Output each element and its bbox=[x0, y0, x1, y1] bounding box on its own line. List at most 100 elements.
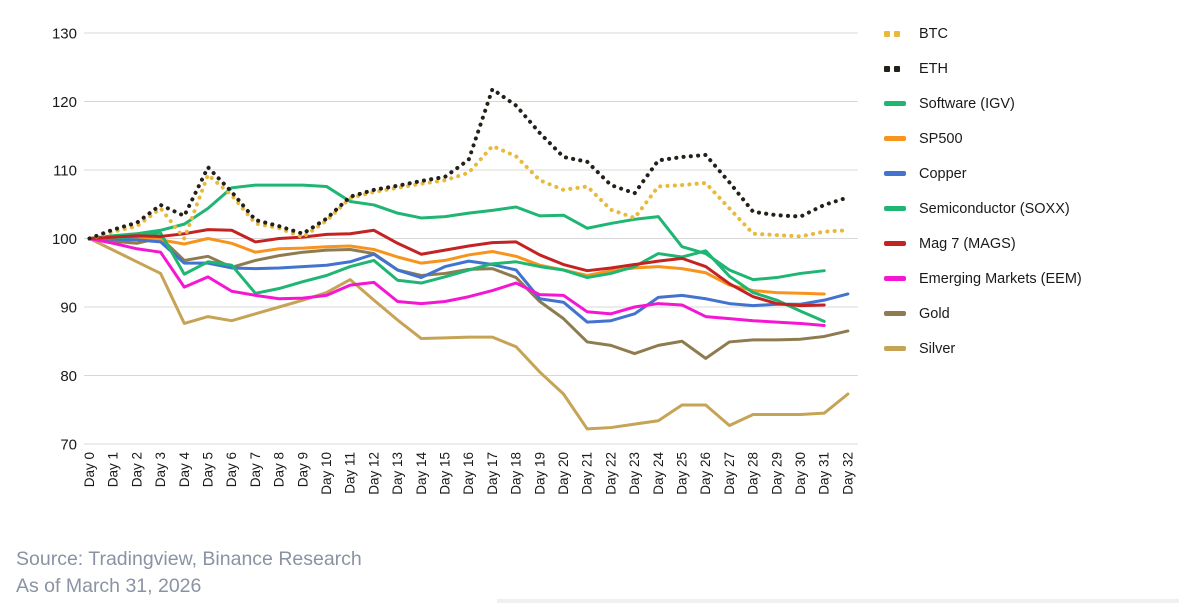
x-tick-label: Day 28 bbox=[746, 452, 761, 495]
y-tick-label: 90 bbox=[60, 300, 77, 317]
legend-label: ETH bbox=[919, 60, 948, 77]
x-tick-label: Day 32 bbox=[840, 452, 855, 495]
legend-item-emerging-markets-eem: Emerging Markets (EEM) bbox=[884, 261, 1082, 296]
y-axis-labels: 70 80 90 100 110 120 130 bbox=[52, 26, 77, 454]
x-tick-label: Day 31 bbox=[817, 452, 832, 495]
bottom-divider bbox=[497, 599, 1179, 603]
y-tick-label: 120 bbox=[52, 94, 77, 111]
series-line-software-igv bbox=[88, 183, 826, 282]
x-tick-label: Day 7 bbox=[248, 452, 263, 487]
line-swatch-icon bbox=[884, 206, 910, 211]
series-line-btc bbox=[87, 144, 850, 241]
legend-label: Semiconductor (SOXX) bbox=[919, 200, 1070, 217]
dotted-line-swatch-icon bbox=[884, 30, 910, 37]
line-swatch-icon bbox=[884, 346, 910, 351]
x-tick-label: Day 27 bbox=[722, 452, 737, 495]
x-tick-label: Day 26 bbox=[698, 452, 713, 495]
legend-bar bbox=[884, 101, 906, 106]
x-tick-label: Day 4 bbox=[177, 452, 192, 488]
line-swatch-icon bbox=[884, 241, 910, 246]
gridlines bbox=[84, 32, 858, 445]
x-tick-label: Day 17 bbox=[485, 452, 500, 495]
legend-bar bbox=[884, 346, 906, 351]
legend-dot bbox=[894, 30, 900, 37]
legend-item-silver: Silver bbox=[884, 331, 1082, 366]
x-tick-label: Day 5 bbox=[201, 452, 216, 487]
legend-item-mag-7-mags: Mag 7 (MAGS) bbox=[884, 226, 1082, 261]
x-tick-label: Day 25 bbox=[675, 452, 690, 495]
legend-bar bbox=[884, 171, 906, 176]
legend-dot bbox=[884, 65, 890, 72]
legend-label: Gold bbox=[919, 305, 950, 322]
x-axis-labels: Day 0 Day 1 Day 2 Day 3 Day 4 Day 5 Day 6 Day 7… bbox=[82, 452, 855, 495]
legend-label: SP500 bbox=[919, 130, 963, 147]
legend-item-btc: BTC bbox=[884, 16, 1082, 51]
x-tick-label: Day 15 bbox=[438, 452, 453, 495]
legend-bar bbox=[884, 136, 906, 141]
legend-bar bbox=[884, 206, 906, 211]
x-tick-label: Day 22 bbox=[603, 452, 618, 495]
series-line-silver bbox=[88, 237, 850, 431]
x-tick-label: Day 29 bbox=[769, 452, 784, 495]
x-tick-label: Day 0 bbox=[82, 452, 97, 487]
x-tick-label: Day 20 bbox=[556, 452, 571, 495]
x-tick-label: Day 14 bbox=[414, 452, 429, 495]
dotted-line-swatch-icon bbox=[884, 65, 910, 72]
x-tick-label: Day 16 bbox=[461, 452, 476, 495]
series-line-mag-7-mags bbox=[88, 228, 826, 308]
x-tick-label: Day 13 bbox=[390, 452, 405, 495]
x-tick-label: Day 3 bbox=[153, 452, 168, 487]
legend-item-sp500: SP500 bbox=[884, 121, 1082, 156]
line-swatch-icon bbox=[884, 136, 910, 141]
x-tick-label: Day 9 bbox=[295, 452, 310, 487]
x-tick-label: Day 10 bbox=[319, 452, 334, 495]
x-tick-label: Day 6 bbox=[224, 452, 239, 487]
x-tick-label: Day 23 bbox=[627, 452, 642, 495]
x-tick-label: Day 1 bbox=[106, 452, 121, 487]
legend-dot bbox=[884, 30, 890, 37]
x-tick-label: Day 18 bbox=[509, 452, 524, 495]
series-line-copper bbox=[88, 237, 850, 324]
y-tick-label: 80 bbox=[60, 368, 77, 385]
y-tick-label: 100 bbox=[52, 231, 77, 248]
legend-item-copper: Copper bbox=[884, 156, 1082, 191]
legend-item-software-igv: Software (IGV) bbox=[884, 86, 1082, 121]
x-tick-label: Day 19 bbox=[532, 452, 547, 495]
y-tick-label: 110 bbox=[53, 163, 77, 180]
series-line-sp500 bbox=[88, 235, 826, 296]
x-tick-label: Day 12 bbox=[366, 452, 381, 495]
legend-label: Software (IGV) bbox=[919, 95, 1015, 112]
y-tick-label: 130 bbox=[52, 26, 77, 43]
source-note: Source: Tradingview, Binance Research As… bbox=[16, 546, 362, 600]
legend-label: Copper bbox=[919, 165, 967, 182]
legend-item-eth: ETH bbox=[884, 51, 1082, 86]
x-tick-label: Day 11 bbox=[343, 452, 358, 494]
x-tick-label: Day 21 bbox=[580, 452, 595, 495]
x-tick-label: Day 24 bbox=[651, 452, 666, 495]
legend-bar bbox=[884, 311, 906, 316]
x-tick-label: Day 2 bbox=[129, 452, 144, 487]
legend-label: Emerging Markets (EEM) bbox=[919, 270, 1082, 287]
series-line-emerging-markets-eem bbox=[88, 237, 826, 327]
x-tick-label: Day 8 bbox=[272, 452, 287, 487]
x-tick-label: Day 30 bbox=[793, 452, 808, 495]
line-swatch-icon bbox=[884, 171, 910, 176]
line-swatch-icon bbox=[884, 101, 910, 106]
legend-bar bbox=[884, 241, 906, 246]
series-lines bbox=[87, 87, 850, 431]
legend-item-gold: Gold bbox=[884, 296, 1082, 331]
line-swatch-icon bbox=[884, 276, 910, 281]
source-line: Source: Tradingview, Binance Research bbox=[16, 548, 362, 570]
as-of-line: As of March 31, 2026 bbox=[16, 575, 202, 597]
chart-legend: BTC ETH Software (IGV) SP500 Copper Semicondu… bbox=[884, 16, 1082, 366]
legend-item-semiconductor-soxx: Semiconductor (SOXX) bbox=[884, 191, 1082, 226]
legend-label: BTC bbox=[919, 25, 948, 42]
series-line-eth bbox=[87, 87, 850, 241]
legend-dot bbox=[894, 65, 900, 72]
y-tick-label: 70 bbox=[60, 437, 77, 454]
line-swatch-icon bbox=[884, 311, 910, 316]
legend-label: Mag 7 (MAGS) bbox=[919, 235, 1016, 252]
legend-bar bbox=[884, 276, 906, 281]
